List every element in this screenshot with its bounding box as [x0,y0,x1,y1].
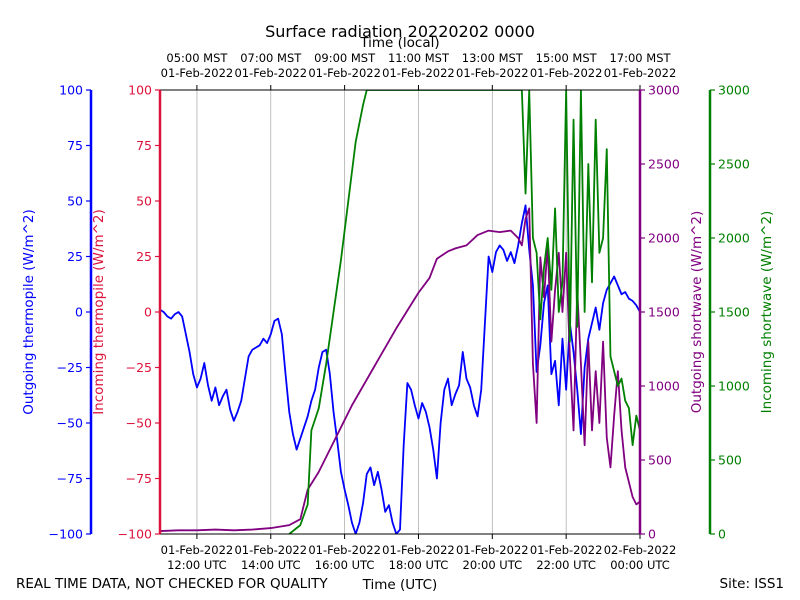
chart-title: Surface radiation 20220202 0000 [265,22,535,41]
top-tick-date: 01-Feb-2022 [530,66,603,80]
x-tick-date: 01-Feb-2022 [530,543,603,557]
y-tick-label: 50 [67,194,83,209]
y-axis-label-in_sw: Incoming shortwave (W/m^2) [759,211,775,414]
top-tick-date: 01-Feb-2022 [161,66,234,80]
footer-left: REAL TIME DATA, NOT CHECKED FOR QUALITY [16,576,328,592]
y-tick-label: −100 [118,527,152,542]
x-tick-time: 20:00 UTC [463,558,523,572]
series-line-blue [160,204,640,534]
y-tick-label: 2000 [718,231,750,246]
series-line-purple [160,207,640,532]
x-axis-label: Time (UTC) [362,577,438,593]
footer-right: Site: ISS1 [720,576,784,592]
y-tick-label: 100 [59,83,83,98]
y-tick-label: 50 [136,194,152,209]
x-tick-time: 18:00 UTC [389,558,449,572]
y-tick-label: 1500 [718,305,750,320]
top-tick-date: 01-Feb-2022 [604,66,677,80]
x-tick-date: 01-Feb-2022 [456,543,529,557]
series-line-green [288,90,640,534]
y-axis-label-in_thermo: Incoming thermopile (W/m^2) [91,209,107,415]
top-tick-time: 09:00 MST [314,51,376,65]
y-tick-label: 3000 [718,83,750,98]
y-tick-label: 100 [128,83,152,98]
y-tick-label: 500 [718,453,742,468]
y-tick-label: −75 [57,471,83,486]
x-tick-date: 01-Feb-2022 [161,543,234,557]
y-tick-label: 3000 [648,83,680,98]
y-tick-label: 1500 [648,305,680,320]
x-tick-date: 01-Feb-2022 [234,543,307,557]
y-tick-label: 2500 [648,157,680,172]
y-tick-label: 2000 [648,231,680,246]
y-tick-label: −75 [126,471,152,486]
top-tick-date: 01-Feb-2022 [234,66,307,80]
top-tick-date: 01-Feb-2022 [382,66,455,80]
x-tick-time: 00:00 UTC [610,558,670,572]
y-tick-label: −50 [126,416,152,431]
y-tick-label: 0 [648,527,656,542]
y-tick-label: −100 [49,527,83,542]
top-tick-time: 15:00 MST [536,51,598,65]
y-tick-label: 2500 [718,157,750,172]
top-tick-time: 13:00 MST [462,51,524,65]
series-layer [160,90,640,534]
y-tick-label: −25 [57,360,83,375]
y-tick-label: −25 [126,360,152,375]
top-tick-time: 05:00 MST [166,51,228,65]
y-tick-label: 1000 [648,379,680,394]
x-tick-time: 22:00 UTC [536,558,596,572]
y-tick-label: 25 [67,249,83,264]
top-tick-time: 11:00 MST [388,51,450,65]
x-tick-time: 12:00 UTC [167,558,227,572]
y-tick-label: 0 [144,305,152,320]
x-tick-time: 14:00 UTC [241,558,301,572]
top-tick-date: 01-Feb-2022 [456,66,529,80]
y-tick-label: 25 [136,249,152,264]
x-tick-date: 01-Feb-2022 [308,543,381,557]
top-tick-time: 07:00 MST [240,51,302,65]
x-tick-date: 01-Feb-2022 [382,543,455,557]
top-axis-label: Time (local) [359,35,439,51]
top-tick-time: 17:00 MST [609,51,671,65]
y-tick-label: 75 [136,138,152,153]
y-axis-label-out_thermo: Outgoing thermopile (W/m^2) [21,209,37,415]
y-tick-label: 500 [648,453,672,468]
top-tick-date: 01-Feb-2022 [308,66,381,80]
x-tick-time: 16:00 UTC [315,558,375,572]
y-tick-label: 0 [75,305,83,320]
y-tick-label: −50 [57,416,83,431]
y-tick-label: 0 [718,527,726,542]
y-tick-label: 1000 [718,379,750,394]
x-tick-date: 02-Feb-2022 [604,543,677,557]
y-tick-label: 75 [67,138,83,153]
y-axis-label-out_sw: Outgoing shortwave (W/m^2) [689,211,705,414]
